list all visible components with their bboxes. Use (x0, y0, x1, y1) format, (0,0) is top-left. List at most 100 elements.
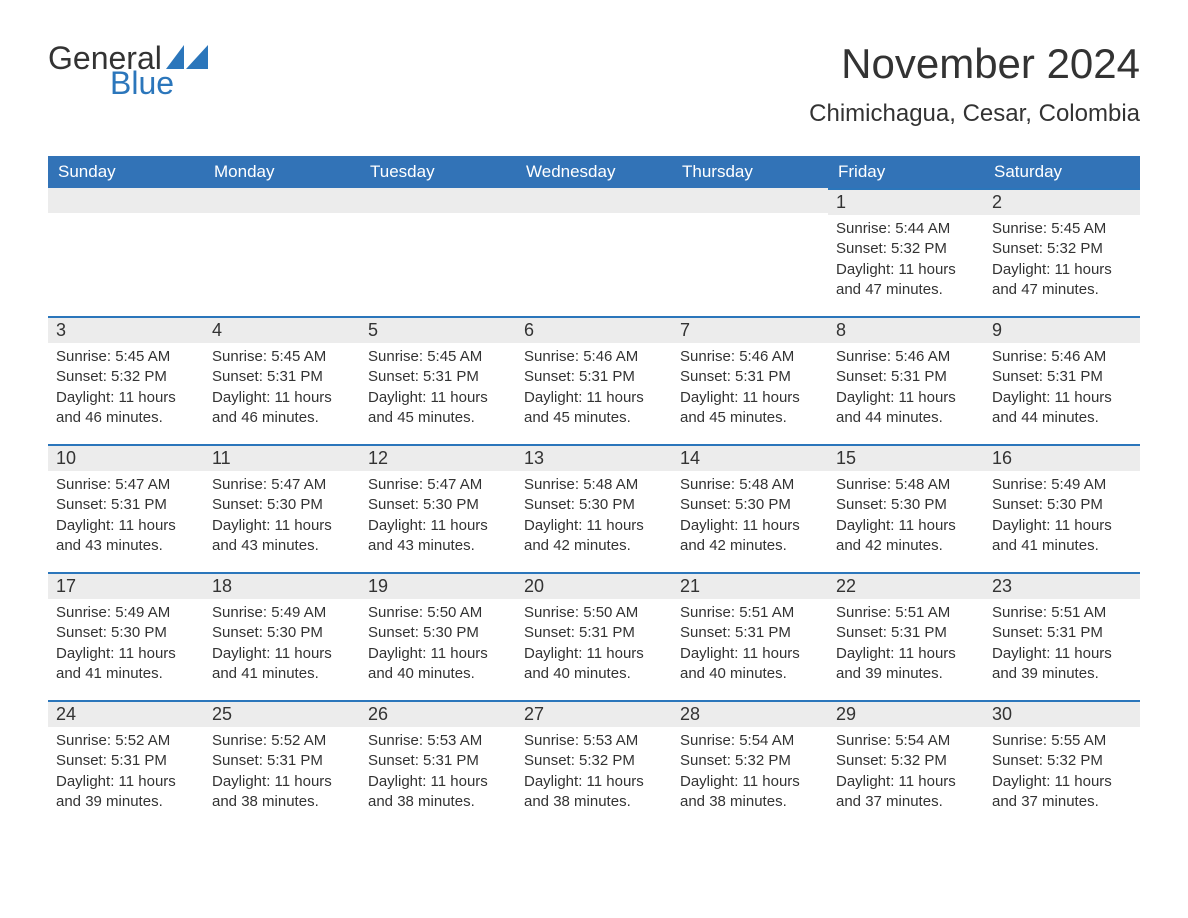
daylight-text: Daylight: 11 hours and 43 minutes. (212, 516, 352, 557)
day-number-bar: 30 (984, 700, 1140, 727)
calendar-cell: 5Sunrise: 5:45 AMSunset: 5:31 PMDaylight… (360, 316, 516, 444)
day-number-bar: 24 (48, 700, 204, 727)
day-body: Sunrise: 5:51 AMSunset: 5:31 PMDaylight:… (828, 599, 984, 692)
sunrise-text: Sunrise: 5:45 AM (56, 347, 196, 367)
day-body: Sunrise: 5:45 AMSunset: 5:31 PMDaylight:… (360, 343, 516, 436)
daylight-text: Daylight: 11 hours and 42 minutes. (836, 516, 976, 557)
sunrise-text: Sunrise: 5:49 AM (56, 603, 196, 623)
sunset-text: Sunset: 5:30 PM (368, 495, 508, 515)
sunset-text: Sunset: 5:31 PM (680, 623, 820, 643)
sunrise-text: Sunrise: 5:53 AM (524, 731, 664, 751)
calendar-week-row: 24Sunrise: 5:52 AMSunset: 5:31 PMDayligh… (48, 700, 1140, 828)
sunrise-text: Sunrise: 5:48 AM (524, 475, 664, 495)
day-number-bar: 5 (360, 316, 516, 343)
day-body: Sunrise: 5:44 AMSunset: 5:32 PMDaylight:… (828, 215, 984, 308)
day-body: Sunrise: 5:45 AMSunset: 5:32 PMDaylight:… (48, 343, 204, 436)
day-number-bar: 25 (204, 700, 360, 727)
day-body: Sunrise: 5:48 AMSunset: 5:30 PMDaylight:… (672, 471, 828, 564)
daylight-text: Daylight: 11 hours and 41 minutes. (992, 516, 1132, 557)
calendar-cell: 26Sunrise: 5:53 AMSunset: 5:31 PMDayligh… (360, 700, 516, 828)
day-body: Sunrise: 5:47 AMSunset: 5:31 PMDaylight:… (48, 471, 204, 564)
sunset-text: Sunset: 5:32 PM (524, 751, 664, 771)
day-body: Sunrise: 5:50 AMSunset: 5:30 PMDaylight:… (360, 599, 516, 692)
calendar-cell: 16Sunrise: 5:49 AMSunset: 5:30 PMDayligh… (984, 444, 1140, 572)
sunrise-text: Sunrise: 5:44 AM (836, 219, 976, 239)
calendar-cell: 13Sunrise: 5:48 AMSunset: 5:30 PMDayligh… (516, 444, 672, 572)
calendar-cell: 17Sunrise: 5:49 AMSunset: 5:30 PMDayligh… (48, 572, 204, 700)
sunset-text: Sunset: 5:30 PM (56, 623, 196, 643)
calendar-cell: 10Sunrise: 5:47 AMSunset: 5:31 PMDayligh… (48, 444, 204, 572)
calendar-cell: 15Sunrise: 5:48 AMSunset: 5:30 PMDayligh… (828, 444, 984, 572)
day-body: Sunrise: 5:52 AMSunset: 5:31 PMDaylight:… (48, 727, 204, 820)
daylight-text: Daylight: 11 hours and 45 minutes. (680, 388, 820, 429)
day-number-bar: 27 (516, 700, 672, 727)
day-number-bar: 2 (984, 188, 1140, 215)
sunrise-text: Sunrise: 5:53 AM (368, 731, 508, 751)
calendar-table: Sunday Monday Tuesday Wednesday Thursday… (48, 156, 1140, 828)
calendar-header-row: Sunday Monday Tuesday Wednesday Thursday… (48, 156, 1140, 188)
sunrise-text: Sunrise: 5:47 AM (56, 475, 196, 495)
sunset-text: Sunset: 5:30 PM (992, 495, 1132, 515)
sunset-text: Sunset: 5:31 PM (212, 367, 352, 387)
sunrise-text: Sunrise: 5:46 AM (992, 347, 1132, 367)
day-body: Sunrise: 5:55 AMSunset: 5:32 PMDaylight:… (984, 727, 1140, 820)
day-number-bar: 20 (516, 572, 672, 599)
daylight-text: Daylight: 11 hours and 38 minutes. (680, 772, 820, 813)
calendar-cell: 27Sunrise: 5:53 AMSunset: 5:32 PMDayligh… (516, 700, 672, 828)
daylight-text: Daylight: 11 hours and 40 minutes. (680, 644, 820, 685)
sunset-text: Sunset: 5:30 PM (368, 623, 508, 643)
calendar-cell: 8Sunrise: 5:46 AMSunset: 5:31 PMDaylight… (828, 316, 984, 444)
sunset-text: Sunset: 5:32 PM (836, 751, 976, 771)
day-body: Sunrise: 5:46 AMSunset: 5:31 PMDaylight:… (828, 343, 984, 436)
sunset-text: Sunset: 5:31 PM (368, 367, 508, 387)
day-number-bar: 8 (828, 316, 984, 343)
day-number-bar: 29 (828, 700, 984, 727)
daylight-text: Daylight: 11 hours and 43 minutes. (368, 516, 508, 557)
calendar-cell: 3Sunrise: 5:45 AMSunset: 5:32 PMDaylight… (48, 316, 204, 444)
day-number-bar: 4 (204, 316, 360, 343)
day-number-bar: 23 (984, 572, 1140, 599)
sunset-text: Sunset: 5:32 PM (992, 751, 1132, 771)
logo: General Blue (48, 40, 208, 102)
sunrise-text: Sunrise: 5:50 AM (368, 603, 508, 623)
day-number-bar: 22 (828, 572, 984, 599)
header-sunday: Sunday (48, 156, 204, 188)
daylight-text: Daylight: 11 hours and 46 minutes. (212, 388, 352, 429)
day-body: Sunrise: 5:45 AMSunset: 5:32 PMDaylight:… (984, 215, 1140, 308)
daylight-text: Daylight: 11 hours and 39 minutes. (56, 772, 196, 813)
calendar-week-row: 3Sunrise: 5:45 AMSunset: 5:32 PMDaylight… (48, 316, 1140, 444)
day-number-bar: 17 (48, 572, 204, 599)
day-body: Sunrise: 5:48 AMSunset: 5:30 PMDaylight:… (828, 471, 984, 564)
month-title: November 2024 (809, 40, 1140, 88)
sunrise-text: Sunrise: 5:51 AM (680, 603, 820, 623)
header-thursday: Thursday (672, 156, 828, 188)
page-header: General Blue November 2024 Chimichagua, … (48, 40, 1140, 128)
calendar-cell: 2Sunrise: 5:45 AMSunset: 5:32 PMDaylight… (984, 188, 1140, 316)
sunrise-text: Sunrise: 5:50 AM (524, 603, 664, 623)
day-body: Sunrise: 5:47 AMSunset: 5:30 PMDaylight:… (204, 471, 360, 564)
day-number-bar: 3 (48, 316, 204, 343)
sunrise-text: Sunrise: 5:49 AM (212, 603, 352, 623)
location-subtitle: Chimichagua, Cesar, Colombia (809, 100, 1140, 128)
sunrise-text: Sunrise: 5:47 AM (212, 475, 352, 495)
sunset-text: Sunset: 5:32 PM (836, 239, 976, 259)
day-body: Sunrise: 5:51 AMSunset: 5:31 PMDaylight:… (672, 599, 828, 692)
day-body: Sunrise: 5:54 AMSunset: 5:32 PMDaylight:… (828, 727, 984, 820)
sunset-text: Sunset: 5:30 PM (212, 495, 352, 515)
daylight-text: Daylight: 11 hours and 41 minutes. (212, 644, 352, 685)
day-body: Sunrise: 5:49 AMSunset: 5:30 PMDaylight:… (48, 599, 204, 692)
day-number-bar: 12 (360, 444, 516, 471)
calendar-cell: 22Sunrise: 5:51 AMSunset: 5:31 PMDayligh… (828, 572, 984, 700)
calendar-cell: 6Sunrise: 5:46 AMSunset: 5:31 PMDaylight… (516, 316, 672, 444)
calendar-cell: 20Sunrise: 5:50 AMSunset: 5:31 PMDayligh… (516, 572, 672, 700)
sunrise-text: Sunrise: 5:45 AM (212, 347, 352, 367)
day-body: Sunrise: 5:46 AMSunset: 5:31 PMDaylight:… (672, 343, 828, 436)
day-number-bar: 9 (984, 316, 1140, 343)
daylight-text: Daylight: 11 hours and 37 minutes. (836, 772, 976, 813)
calendar-cell: 4 Sunrise: 5:45 AMSunset: 5:31 PMDaylight… (204, 316, 360, 444)
sunset-text: Sunset: 5:30 PM (524, 495, 664, 515)
day-number-bar: 16 (984, 444, 1140, 471)
daylight-text: Daylight: 11 hours and 45 minutes. (368, 388, 508, 429)
day-number-bar: 19 (360, 572, 516, 599)
sunset-text: Sunset: 5:31 PM (992, 623, 1132, 643)
